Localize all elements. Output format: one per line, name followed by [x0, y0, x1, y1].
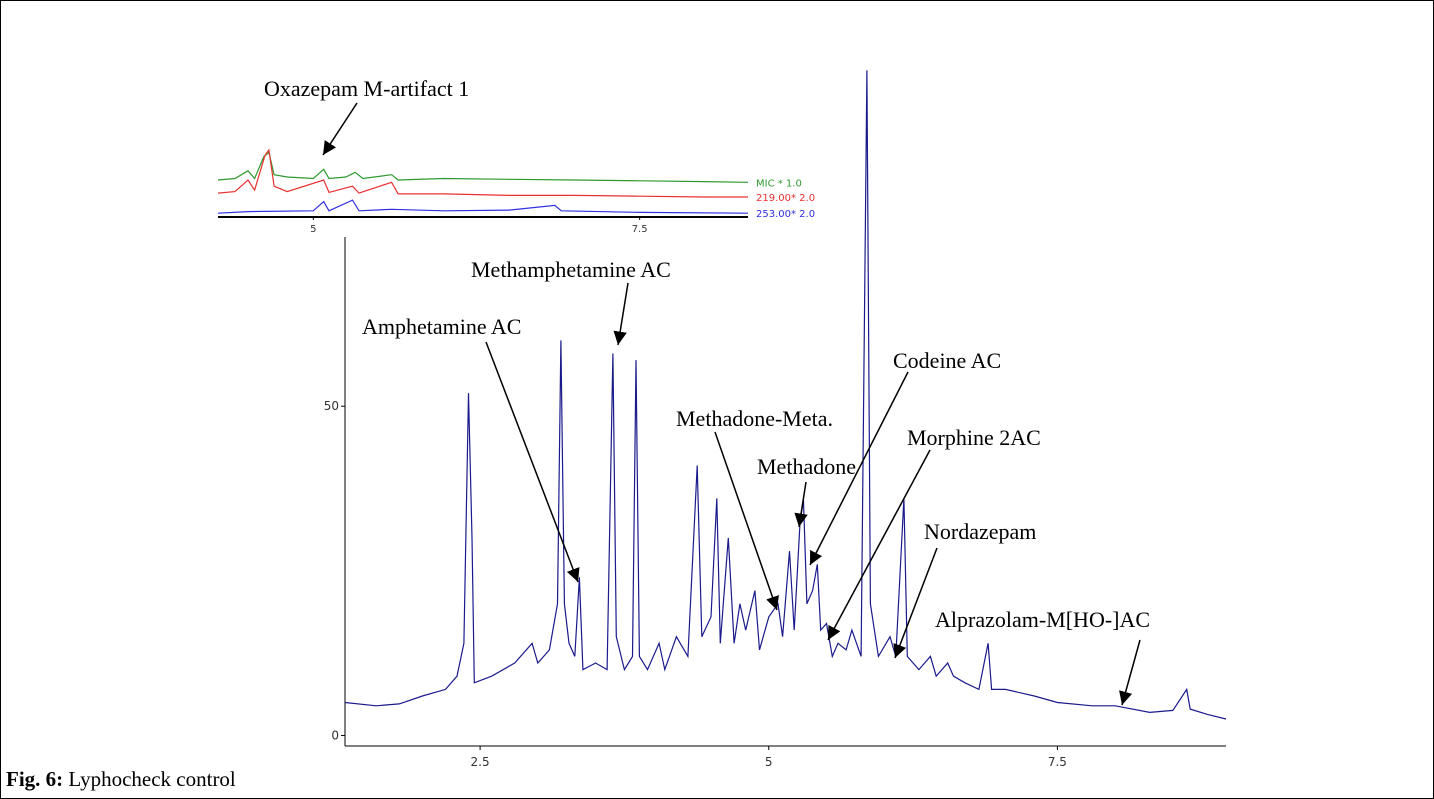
annotation-arrow	[714, 431, 779, 611]
inset-x-tick-label: 7.5	[632, 224, 648, 235]
annotation: Codeine AC	[893, 348, 1001, 373]
y-tick-label: 50	[324, 399, 339, 413]
x-tick-label: 5	[765, 755, 773, 769]
annotation: Nordazepam	[924, 519, 1036, 544]
x-tick-label: 7.5	[1048, 755, 1067, 769]
trace	[217, 151, 749, 183]
annotation: Oxazepam M-artifact 1	[264, 76, 469, 101]
annotation: Morphine 2AC	[907, 425, 1041, 450]
annotation-arrow	[485, 341, 580, 583]
annotation: Methamphetamine AC	[471, 257, 671, 282]
x-tick-label: 2.5	[471, 755, 490, 769]
inset-series-label: MIC * 1.0	[756, 178, 802, 189]
caption-text: Lyphocheck control	[68, 767, 236, 791]
trace	[217, 148, 748, 198]
annotation-arrow	[809, 371, 909, 566]
caption-label: Fig. 6:	[6, 767, 63, 791]
inset-series-label: 253.00* 2.0	[756, 209, 815, 220]
annotation: Alprazolam-M[HO-]AC	[935, 607, 1150, 632]
inset-series-label: 219.00* 2.0	[756, 193, 815, 204]
annotation-arrow	[794, 481, 808, 528]
inset-x-tick-label: 5	[310, 224, 316, 235]
caption: Fig. 6: Lyphocheck control	[6, 767, 236, 791]
trace	[217, 199, 749, 214]
annotation: Methadone	[757, 454, 856, 479]
annotation-arrow	[893, 547, 938, 659]
annotation-arrow	[613, 282, 629, 346]
y-tick-label: 0	[331, 728, 339, 742]
trace	[344, 70, 1227, 720]
annotation: Amphetamine AC	[362, 314, 521, 339]
annotation-arrow	[1119, 639, 1141, 706]
annotation: Methadone-Meta.	[676, 406, 833, 431]
annotation-arrow	[827, 449, 931, 641]
annotation-arrow	[322, 102, 358, 156]
